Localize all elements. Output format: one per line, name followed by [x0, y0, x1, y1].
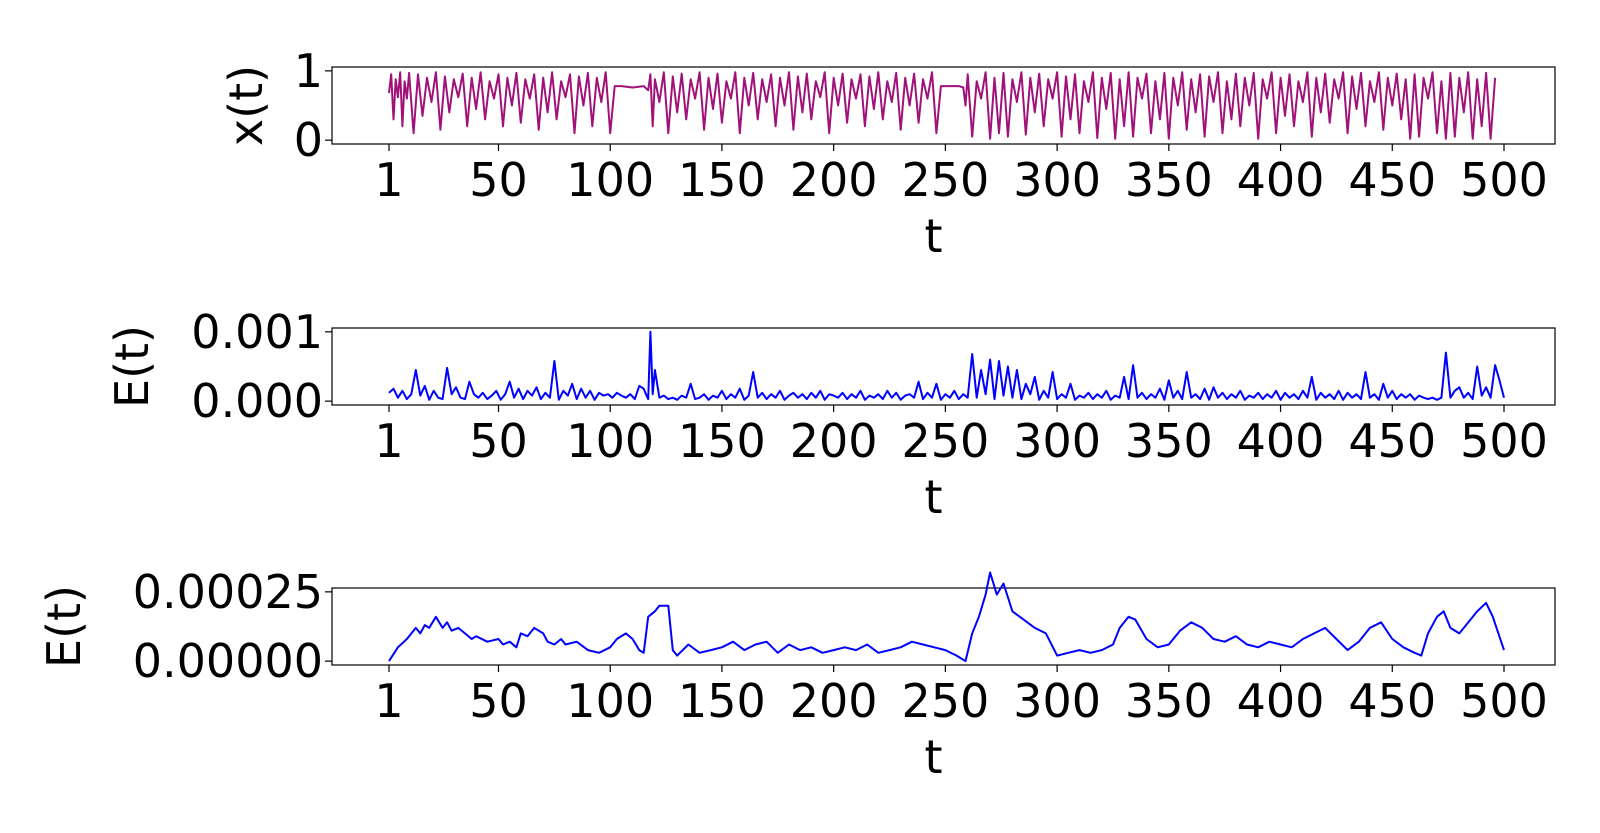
x-tick-label: 450: [1348, 153, 1436, 207]
x-tick-label: 150: [678, 674, 766, 728]
y-axis-label: E(t): [105, 325, 159, 408]
x-tick-label: 200: [790, 414, 878, 468]
x-tick-label: 150: [678, 414, 766, 468]
x-tick-label: 450: [1348, 674, 1436, 728]
series-line-1: [388, 571, 1505, 663]
x-tick-label: 200: [790, 674, 878, 728]
x-tick-label: 400: [1237, 674, 1325, 728]
y-axis-label: E(t): [37, 585, 91, 668]
x-tick-label: 1: [374, 674, 403, 728]
x-tick-label: 300: [1013, 153, 1101, 207]
x-tick-label: 300: [1013, 414, 1101, 468]
x-tick-label: 100: [566, 414, 654, 468]
plot-frame: [331, 587, 1556, 666]
x-tick-label: 450: [1348, 414, 1436, 468]
x-tick-label: 100: [566, 674, 654, 728]
y-tick-label: 0.00025: [133, 565, 323, 619]
series-line-1: [388, 71, 1497, 140]
chart-panel-2: 1 50 100 150 200 250 300 350 400 450 5000.0000.001…: [105, 305, 1556, 524]
x-tick-label: 1: [374, 414, 403, 468]
x-tick-label: 400: [1237, 414, 1325, 468]
x-tick-label: 150: [678, 153, 766, 207]
y-axis-label: x(t): [219, 65, 273, 146]
x-tick-label: 50: [469, 674, 528, 728]
y-tick-label: 0.00000: [133, 634, 323, 688]
x-tick-label: 350: [1125, 153, 1213, 207]
x-tick-label: 500: [1460, 153, 1548, 207]
x-axis-label: t: [924, 209, 942, 263]
x-tick-label: 50: [469, 153, 528, 207]
series-line-1: [388, 330, 1505, 401]
x-tick-label: 400: [1237, 153, 1325, 207]
x-tick-label: 500: [1460, 414, 1548, 468]
x-tick-label: 250: [901, 153, 989, 207]
x-tick-label: 250: [901, 674, 989, 728]
x-axis-label: t: [924, 730, 942, 784]
plot-frame: [331, 327, 1556, 406]
y-tick-label: 1: [294, 44, 323, 98]
x-axis-label: t: [924, 470, 942, 524]
x-tick-label: 200: [790, 153, 878, 207]
x-tick-label: 100: [566, 153, 654, 207]
x-tick-label: 300: [1013, 674, 1101, 728]
y-tick-label: 0.001: [191, 305, 323, 359]
x-tick-label: 50: [469, 414, 528, 468]
x-tick-label: 500: [1460, 674, 1548, 728]
x-tick-label: 350: [1125, 414, 1213, 468]
x-tick-label: 250: [901, 414, 989, 468]
x-tick-label: 350: [1125, 674, 1213, 728]
chart-panel-3: 1 50 100 150 200 250 300 350 400 450 5000.000000.0…: [37, 565, 1556, 784]
y-tick-label: 0: [294, 113, 323, 167]
plot-frame: [331, 66, 1556, 145]
y-tick-label: 0.000: [191, 374, 323, 428]
x-tick-label: 1: [374, 153, 403, 207]
